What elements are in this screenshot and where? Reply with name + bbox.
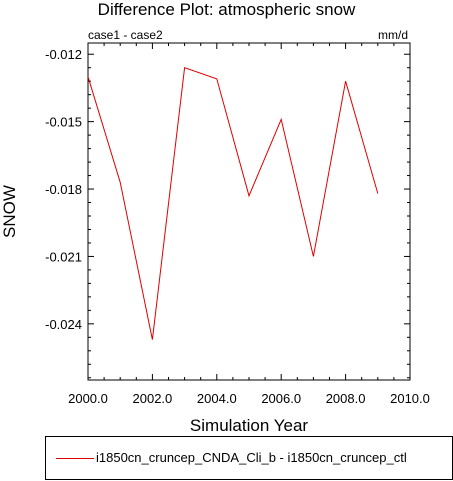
x-tick-label: 2002.0 bbox=[133, 391, 173, 406]
line-chart: 2000.0 2002.0 2004.0 2006.0 2008.0 2010.0 -0.… bbox=[0, 42, 430, 435]
x-axis: 2000.0 2002.0 2004.0 2006.0 2008.0 2010.0 bbox=[68, 43, 430, 406]
chart-title: Difference Plot: atmospheric snow bbox=[97, 0, 356, 19]
x-tick-label: 2010.0 bbox=[390, 391, 430, 406]
series-layer bbox=[87, 67, 379, 340]
y-tick-label: -0.024 bbox=[45, 317, 82, 332]
x-tick-label: 2006.0 bbox=[261, 391, 301, 406]
x-axis-label: Simulation Year bbox=[190, 416, 308, 435]
legend-label: i1850cn_cruncep_CNDA_Cli_b - i1850cn_cru… bbox=[96, 450, 407, 465]
chart-units: mm/d bbox=[378, 28, 408, 42]
y-tick-label: -0.021 bbox=[45, 249, 82, 264]
x-tick-label: 2008.0 bbox=[326, 391, 366, 406]
x-tick-label: 2004.0 bbox=[197, 391, 237, 406]
plot-frame bbox=[87, 42, 411, 381]
legend-line-swatch bbox=[56, 458, 94, 459]
y-axis-label: SNOW bbox=[0, 185, 19, 238]
y-axis: -0.012 -0.015 -0.018 -0.021 -0.024 bbox=[45, 47, 410, 379]
series-line bbox=[87, 67, 379, 340]
y-tick-label: -0.012 bbox=[45, 47, 82, 62]
y-tick-label: -0.015 bbox=[45, 115, 82, 130]
x-tick-label: 2000.0 bbox=[68, 391, 108, 406]
legend: i1850cn_cruncep_CNDA_Cli_b - i1850cn_cru… bbox=[45, 436, 453, 480]
y-tick-label: -0.018 bbox=[45, 182, 82, 197]
chart-subtitle-left: case1 - case2 bbox=[88, 28, 163, 42]
